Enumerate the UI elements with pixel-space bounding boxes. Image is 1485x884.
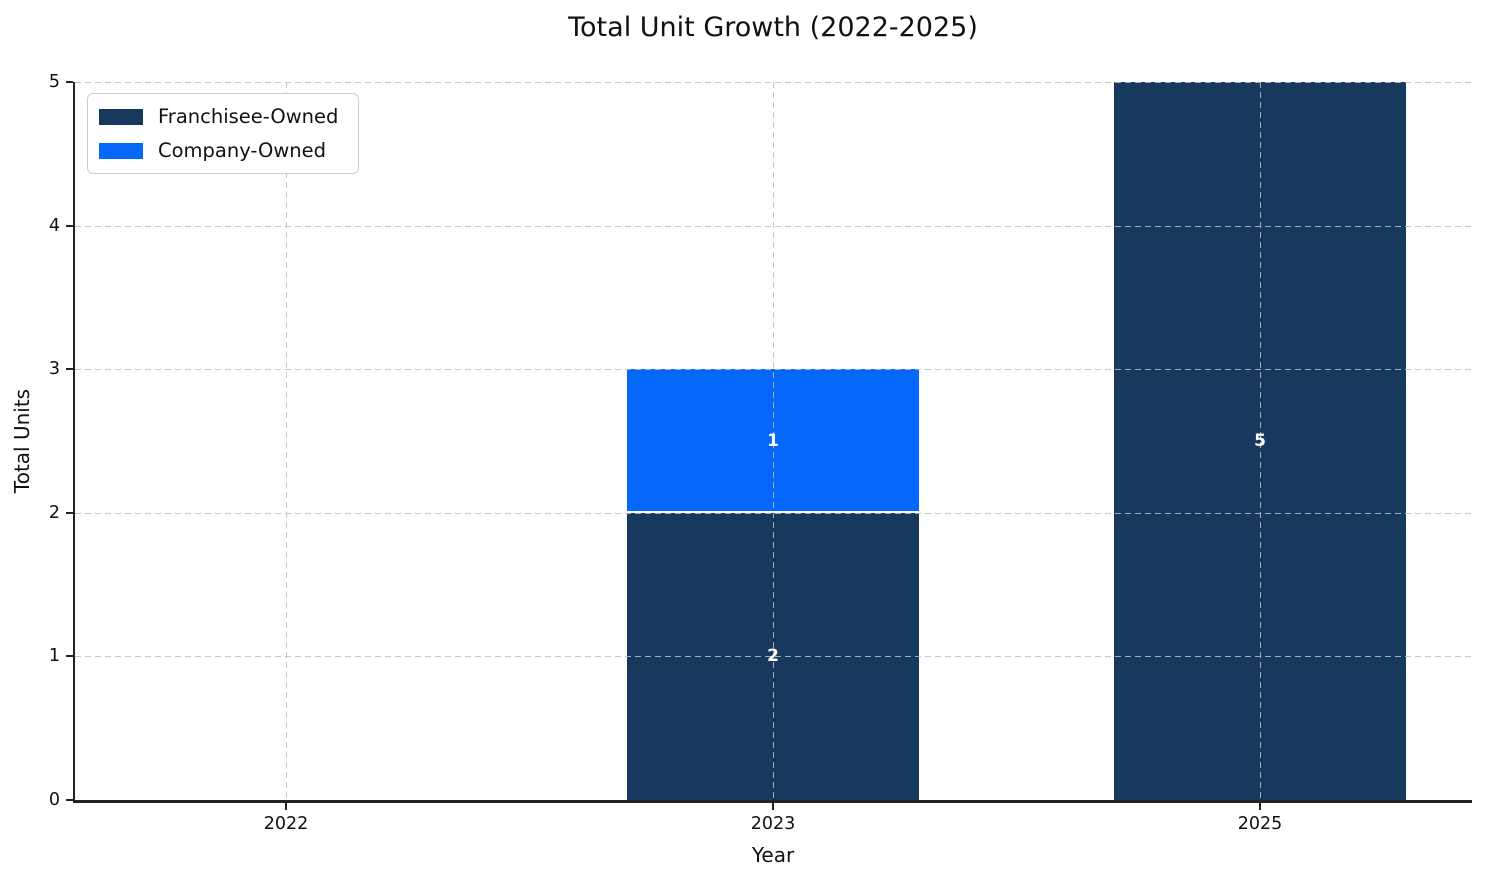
- legend-label: Company-Owned: [158, 139, 327, 162]
- y-tick-label: 2: [48, 502, 60, 523]
- y-tick-mark: [66, 368, 73, 371]
- x-tick-mark: [1259, 802, 1261, 810]
- y-tick-label: 0: [48, 790, 60, 810]
- gridline-vertical: [286, 82, 287, 800]
- bar-value-label: 1: [767, 431, 779, 451]
- gridline-vertical: [773, 82, 774, 800]
- x-tick-mark: [285, 802, 287, 810]
- bar-value-label: 2: [767, 646, 779, 667]
- x-axis-spine: [73, 800, 1472, 803]
- gridline-vertical: [1260, 82, 1261, 800]
- y-tick-label: 3: [48, 359, 60, 380]
- legend-item-company-owned: Company-Owned: [99, 139, 338, 162]
- y-tick-mark: [66, 511, 73, 514]
- x-axis-label: Year: [751, 843, 795, 867]
- y-axis-spine: [73, 82, 75, 802]
- y-tick-mark: [66, 799, 73, 801]
- y-tick-label: 4: [48, 215, 60, 236]
- x-tick-mark: [772, 802, 774, 810]
- y-axis-label: Total Units: [10, 388, 34, 494]
- legend: Franchisee-Owned Company-Owned: [87, 93, 360, 174]
- bar-value-label: 5: [1254, 431, 1266, 451]
- legend-swatch-icon: [99, 142, 143, 159]
- x-tick-label: 2025: [1237, 814, 1283, 834]
- x-tick-label: 2022: [263, 814, 309, 834]
- y-tick-label: 1: [48, 646, 60, 667]
- x-tick-label: 2023: [750, 814, 796, 834]
- legend-swatch-icon: [99, 108, 143, 125]
- y-tick-mark: [66, 655, 73, 658]
- y-tick-label: 5: [48, 72, 60, 92]
- legend-label: Franchisee-Owned: [158, 105, 339, 128]
- y-tick-mark: [66, 81, 73, 83]
- chart-title: Total Unit Growth (2022-2025): [568, 12, 978, 43]
- y-tick-mark: [66, 224, 73, 227]
- legend-item-franchisee-owned: Franchisee-Owned: [99, 105, 338, 128]
